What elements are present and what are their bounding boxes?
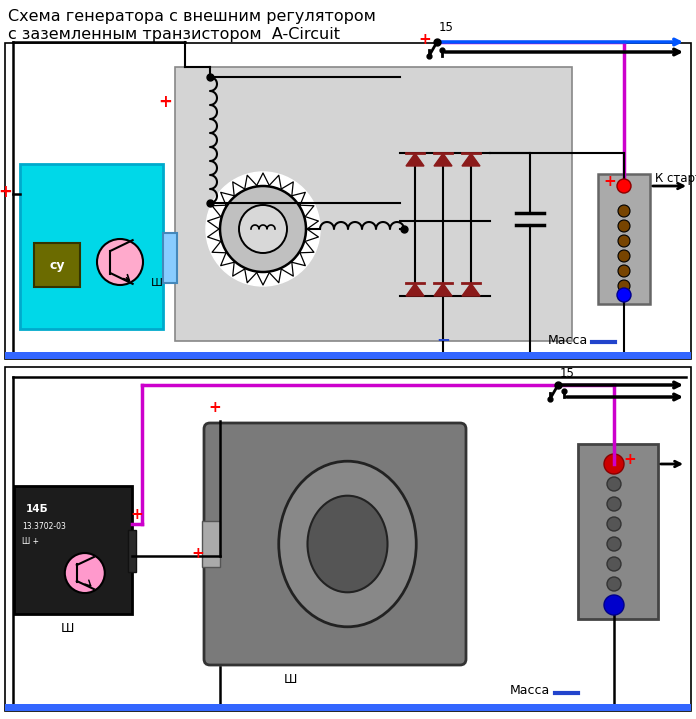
Circle shape (607, 497, 621, 511)
Text: +: + (0, 183, 12, 201)
Circle shape (607, 477, 621, 491)
Text: Ш: Ш (283, 673, 296, 686)
Text: +: + (603, 175, 617, 190)
Polygon shape (462, 283, 480, 296)
Bar (598, 174, 650, 304)
FancyBboxPatch shape (204, 423, 466, 665)
Circle shape (239, 205, 287, 253)
Bar (5, 367, 691, 711)
Circle shape (618, 205, 630, 217)
Bar (163, 233, 177, 283)
Bar (5, 704, 691, 711)
Text: +: + (624, 452, 636, 467)
Polygon shape (406, 153, 424, 166)
Bar (5, 352, 691, 359)
Text: с заземленным транзистором  A-Circuit: с заземленным транзистором A-Circuit (8, 27, 340, 42)
Bar (202, 521, 220, 567)
Circle shape (618, 235, 630, 247)
Bar (14, 486, 132, 614)
Polygon shape (434, 283, 452, 296)
Text: Масса: Масса (510, 684, 551, 697)
Text: 14Б: 14Б (26, 504, 49, 514)
Circle shape (604, 595, 624, 615)
Circle shape (97, 239, 143, 285)
Text: +: + (209, 400, 221, 414)
Text: 13.3702-03: 13.3702-03 (22, 523, 66, 531)
Circle shape (607, 557, 621, 571)
Text: Ш: Ш (61, 622, 74, 635)
Circle shape (206, 172, 320, 286)
Circle shape (618, 220, 630, 232)
Circle shape (618, 250, 630, 262)
Bar (128, 530, 136, 572)
Text: Ш: Ш (151, 278, 163, 288)
Bar (34, 243, 80, 287)
Bar (20, 164, 163, 329)
Text: 15: 15 (439, 21, 454, 34)
Circle shape (65, 553, 105, 593)
Text: +: + (191, 546, 205, 561)
Text: Схема генератора с внешним регулятором: Схема генератора с внешним регулятором (8, 9, 376, 24)
Text: К стартеру: К стартеру (655, 172, 696, 185)
Circle shape (607, 537, 621, 551)
Text: су: су (49, 259, 65, 272)
Circle shape (617, 288, 631, 302)
Text: Масса: Масса (548, 334, 588, 347)
Ellipse shape (308, 495, 388, 592)
Circle shape (617, 179, 631, 193)
Polygon shape (462, 153, 480, 166)
Bar (578, 444, 658, 619)
Ellipse shape (279, 461, 416, 627)
Text: +: + (418, 32, 432, 47)
Text: +: + (158, 93, 172, 111)
Text: Ш +: Ш + (22, 536, 39, 546)
Bar (5, 43, 691, 359)
Bar (175, 67, 572, 341)
Circle shape (220, 186, 306, 272)
Circle shape (618, 265, 630, 277)
Circle shape (607, 517, 621, 531)
Circle shape (607, 577, 621, 591)
Circle shape (618, 280, 630, 292)
Text: +: + (131, 507, 143, 522)
Circle shape (604, 454, 624, 474)
Polygon shape (434, 153, 452, 166)
Polygon shape (406, 283, 424, 296)
Text: −: − (436, 330, 450, 348)
Text: 15: 15 (560, 367, 575, 380)
